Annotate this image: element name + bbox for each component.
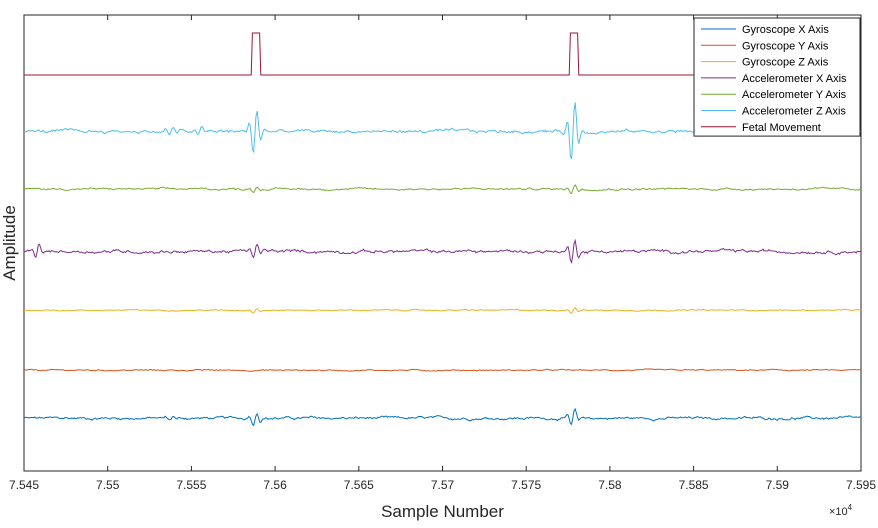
x-exponent-label: ×104 bbox=[829, 503, 853, 518]
legend-label-5: Accelerometer Z Axis bbox=[742, 106, 846, 118]
x-tick-label-10: 7.595 bbox=[846, 478, 876, 492]
legend-label-1: Gyroscope Y Axis bbox=[742, 40, 829, 52]
legend-label-6: Fetal Movement bbox=[742, 122, 821, 134]
tick-layer: 7.545 7.55 7.555 7.56 7.565 7.57 7.575 7.58 7.58… bbox=[9, 15, 876, 492]
series-line-3 bbox=[23, 238, 862, 265]
x-tick-label-4: 7.565 bbox=[344, 478, 374, 492]
x-tick-label-5: 7.57 bbox=[431, 478, 455, 492]
series-line-2 bbox=[23, 306, 862, 314]
x-tick-label-2: 7.555 bbox=[176, 478, 206, 492]
x-exponent-base: ×10 bbox=[829, 506, 848, 518]
x-tick-label-6: 7.575 bbox=[511, 478, 541, 492]
x-exponent-power: 4 bbox=[848, 503, 853, 512]
x-tick-label-8: 7.585 bbox=[679, 478, 709, 492]
legend-label-0: Gyroscope X Axis bbox=[742, 24, 829, 36]
y-axis-label: Amplitude bbox=[0, 205, 19, 281]
x-tick-label-1: 7.55 bbox=[96, 478, 120, 492]
legend-label-3: Accelerometer X Axis bbox=[742, 73, 847, 85]
x-axis-label: Sample Number bbox=[381, 502, 504, 521]
x-tick-label-9: 7.59 bbox=[766, 478, 790, 492]
legend-items: Gyroscope X Axis Gyroscope Y Axis Gyroscop… bbox=[701, 24, 847, 134]
legend: Gyroscope X Axis Gyroscope Y Axis Gyroscop… bbox=[693, 17, 861, 137]
legend-box bbox=[693, 17, 861, 137]
x-tick-label-7: 7.58 bbox=[598, 478, 622, 492]
series-line-4 bbox=[23, 183, 862, 195]
x-tick-label-0: 7.545 bbox=[9, 478, 39, 492]
series-line-0 bbox=[23, 407, 862, 427]
x-tick-label-3: 7.56 bbox=[263, 478, 287, 492]
legend-label-4: Accelerometer Y Axis bbox=[742, 89, 847, 101]
legend-label-2: Gyroscope Z Axis bbox=[742, 57, 829, 69]
series-line-1 bbox=[23, 368, 862, 372]
